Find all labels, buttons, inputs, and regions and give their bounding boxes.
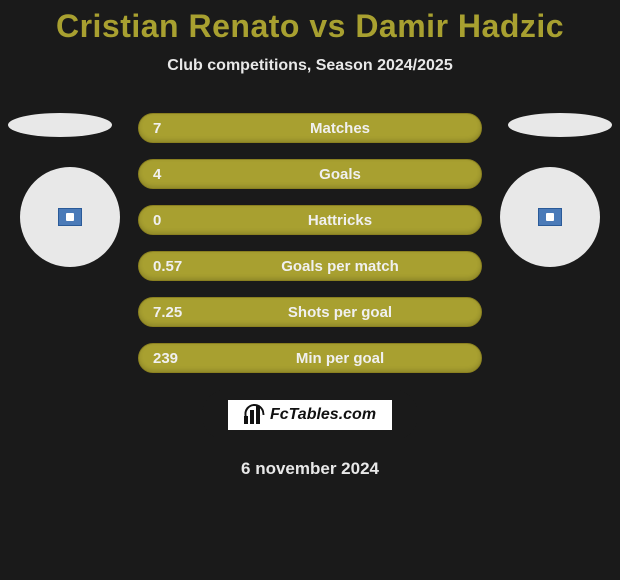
stat-value-left: 0 bbox=[153, 212, 161, 229]
page-title: Cristian Renato vs Damir Hadzic bbox=[0, 8, 620, 45]
stat-value-left: 239 bbox=[153, 350, 178, 367]
stat-row: 7 Matches bbox=[138, 113, 482, 143]
bars-chart-icon bbox=[244, 406, 264, 424]
stat-row: 239 Min per goal bbox=[138, 343, 482, 373]
page-subtitle: Club competitions, Season 2024/2025 bbox=[0, 57, 620, 75]
player-right-column bbox=[500, 113, 620, 267]
stat-row: 0.57 Goals per match bbox=[138, 251, 482, 281]
stat-value-left: 7 bbox=[153, 120, 161, 137]
header: Cristian Renato vs Damir Hadzic Club com… bbox=[0, 0, 620, 75]
comparison-content: 7 Matches 4 Goals 0 Hattricks 0.57 Goals… bbox=[0, 113, 620, 479]
brand-pill: FcTables.com bbox=[202, 389, 418, 441]
stat-row: 4 Goals bbox=[138, 159, 482, 189]
stat-value-left: 4 bbox=[153, 166, 161, 183]
stat-label: Matches bbox=[139, 120, 481, 137]
stat-value-left: 7.25 bbox=[153, 304, 182, 321]
brand-logo: FcTables.com bbox=[228, 400, 392, 430]
stat-label: Hattricks bbox=[139, 212, 481, 229]
brand-text: FcTables.com bbox=[270, 406, 376, 424]
stat-row: 0 Hattricks bbox=[138, 205, 482, 235]
snapshot-date: 6 november 2024 bbox=[0, 459, 620, 479]
player-left-avatar bbox=[20, 167, 120, 267]
stat-label: Goals per match bbox=[139, 258, 481, 275]
stat-value-left: 0.57 bbox=[153, 258, 182, 275]
player-left-column bbox=[0, 113, 120, 267]
decorative-ellipse-left bbox=[8, 113, 112, 137]
stat-row: 7.25 Shots per goal bbox=[138, 297, 482, 327]
stat-label: Goals bbox=[139, 166, 481, 183]
placeholder-image-icon bbox=[538, 208, 562, 226]
player-right-avatar bbox=[500, 167, 600, 267]
decorative-ellipse-right bbox=[508, 113, 612, 137]
placeholder-image-icon bbox=[58, 208, 82, 226]
stat-label: Min per goal bbox=[139, 350, 481, 367]
stats-table: 7 Matches 4 Goals 0 Hattricks 0.57 Goals… bbox=[138, 113, 482, 373]
stat-label: Shots per goal bbox=[139, 304, 481, 321]
